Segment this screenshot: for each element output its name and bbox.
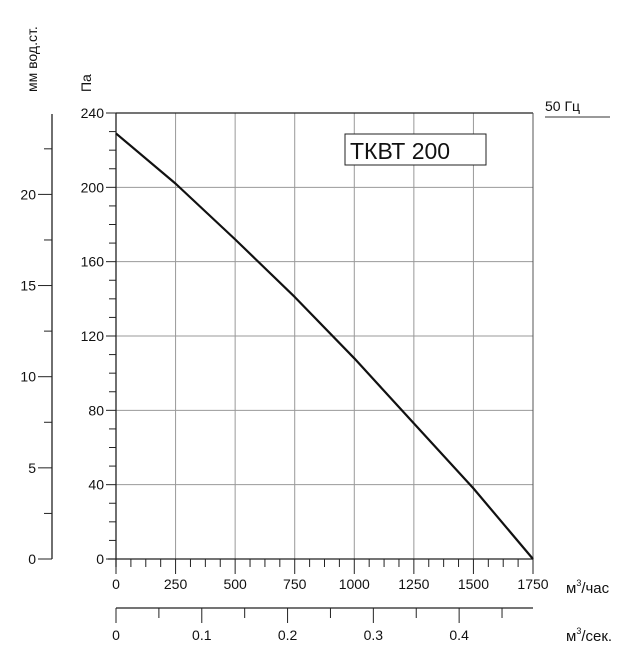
x-axis-label-rest: /час	[581, 580, 609, 597]
y2-tick-label: 15	[20, 278, 36, 294]
x-tick-label: 500	[223, 576, 247, 592]
x-tick-label: 250	[164, 576, 188, 592]
x2-tick-label: 0.1	[192, 627, 212, 643]
x2-tick-label: 0.2	[278, 627, 298, 643]
x2-tick-label: 0	[112, 627, 120, 643]
x2-tick-label: 0.4	[449, 627, 469, 643]
series-line	[115, 132, 534, 560]
y2-tick-label: 0	[28, 551, 36, 567]
y2-axis-label: мм вод.ст.	[24, 26, 40, 92]
x-tick-label: 1750	[517, 576, 548, 592]
x-tick-label: 1000	[339, 576, 370, 592]
x-tick-label: 750	[283, 576, 307, 592]
x-tick-label: 1250	[398, 576, 429, 592]
x-tick-label: 0	[112, 576, 120, 592]
series	[115, 132, 534, 560]
y-axis-label: Па	[78, 74, 94, 92]
legend-box	[344, 133, 487, 166]
y2-tick-label: 5	[28, 460, 36, 476]
x-axis-label: м3/час	[566, 578, 610, 597]
y-tick-label: 240	[81, 105, 105, 121]
y-tick-label: 40	[88, 477, 104, 493]
frequency-label: 50 Гц	[545, 98, 580, 114]
y2-tick-label: 20	[20, 186, 36, 202]
y-tick-label: 200	[81, 179, 105, 195]
axes	[38, 112, 534, 623]
x2-axis-label-rest: /сек.	[581, 628, 612, 645]
y-tick-label: 0	[96, 551, 104, 567]
y-tick-label: 160	[81, 254, 105, 270]
grid	[116, 113, 533, 559]
y-tick-label: 120	[81, 328, 105, 344]
x-tick-label: 1500	[458, 576, 489, 592]
x2-axis-label: м3/сек.	[566, 626, 612, 645]
x2-axis-label-base: м	[566, 628, 576, 645]
y2-tick-label: 10	[20, 369, 36, 385]
x-axis-label-sup: 3	[576, 578, 581, 588]
x2-axis-label-sup: 3	[576, 626, 581, 636]
y-tick-label: 80	[88, 402, 104, 418]
legend-title: ТКВТ 200	[350, 138, 450, 164]
x-axis-label-base: м	[566, 580, 576, 597]
x2-tick-label: 0.3	[364, 627, 384, 643]
